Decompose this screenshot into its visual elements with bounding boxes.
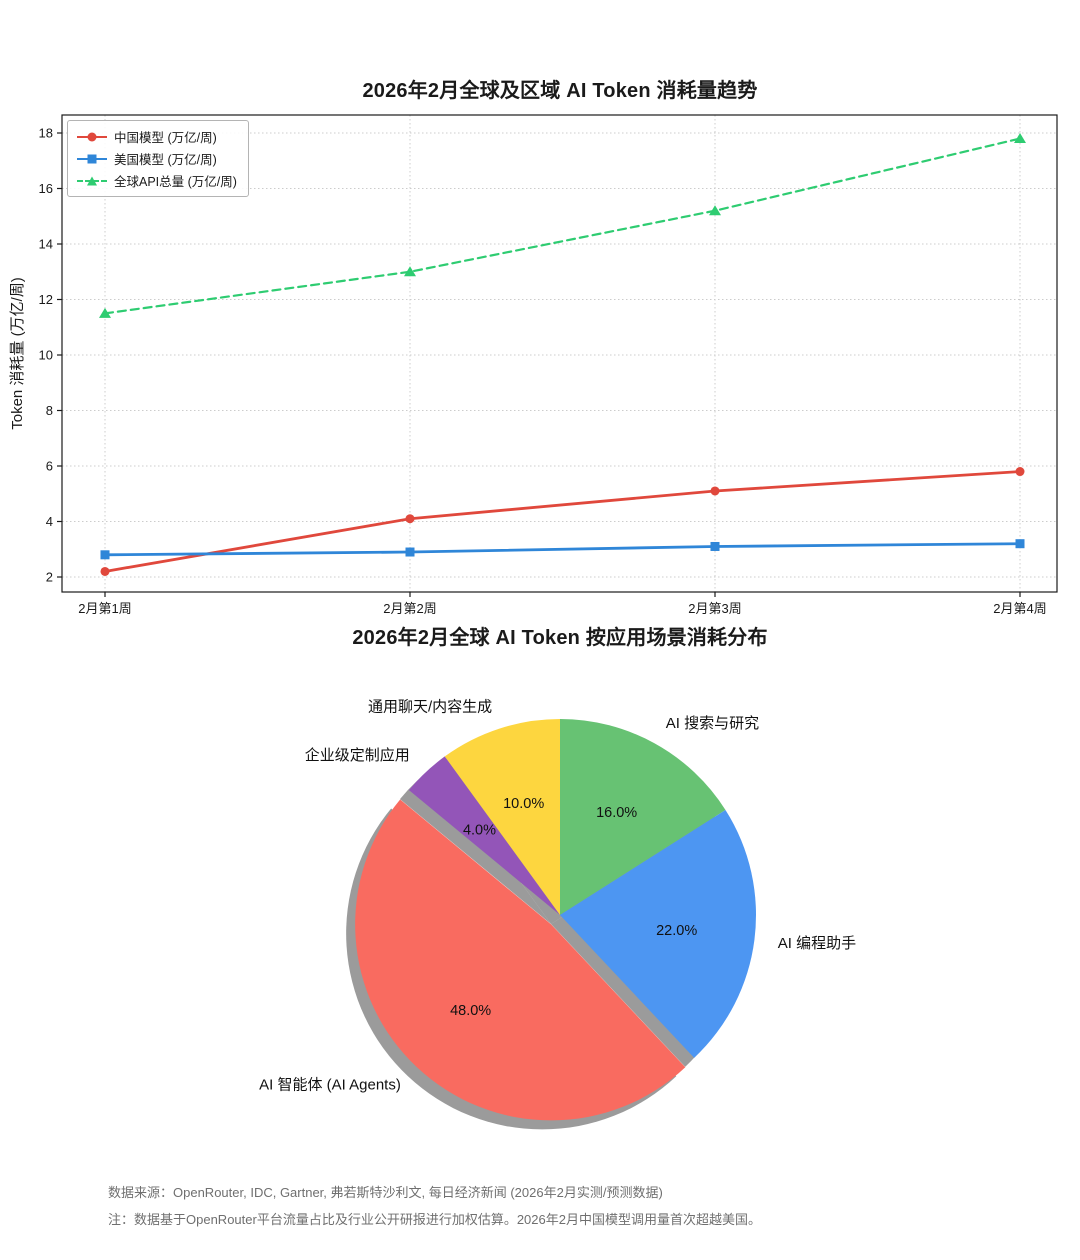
pie-label: 通用聊天/内容生成 [368, 698, 492, 715]
pie-slice-1 [560, 809, 756, 1058]
pie-pct-label: 16.0% [596, 805, 637, 821]
pie-label: AI 智能体 (AI Agents) [259, 1076, 401, 1094]
y-tick-label: 6 [46, 459, 53, 474]
x-tick-label: 2月第1周 [78, 601, 131, 616]
legend-item-global-api: 全球API总量 (万亿/周) [77, 172, 237, 189]
y-tick-label: 4 [46, 514, 53, 529]
x-tick-label: 2月第3周 [688, 601, 741, 616]
y-tick-label: 16 [39, 181, 53, 196]
y-tick-label: 10 [39, 348, 53, 363]
marker-square [1015, 539, 1025, 549]
remark-note: 注：数据基于OpenRouter平台流量占比及行业公开研报进行加权估算。2026… [108, 1212, 761, 1227]
legend-item-china-models: 中国模型 (万亿/周) [77, 128, 237, 145]
legend-swatch-line-square-icon [77, 153, 107, 165]
plot-border [61, 114, 1058, 593]
y-tick-label: 18 [39, 126, 53, 141]
pie-slice-0 [560, 719, 726, 915]
marker-circle [1015, 467, 1025, 477]
pie-label: AI 搜索与研究 [666, 715, 759, 732]
line-chart: 2 4 6 8 10 12 14 16 18 2月第1周 2月第2周 2月第3周 2月第4周 Token … [9, 114, 1058, 616]
pie-label: 企业级定制应用 [305, 746, 410, 764]
marker-triangle [404, 266, 416, 277]
y-tick-label: 2 [46, 570, 53, 585]
legend-swatch-line-circle-icon [77, 131, 107, 143]
line-chart-legend: 中国模型 (万亿/周) 美国模型 (万亿/周) 全球API总量 (万亿/周) [67, 120, 249, 197]
marker-circle [100, 566, 110, 576]
marker-triangle [709, 205, 721, 216]
y-tick-label: 8 [46, 403, 53, 418]
y-tick-label: 12 [39, 292, 53, 307]
marker-triangle [1014, 133, 1026, 144]
pie-slice-4 [444, 719, 560, 915]
series-line-1 [103, 542, 1022, 557]
legend-swatch-line-triangle-icon [77, 175, 107, 187]
marker-square [405, 547, 415, 557]
marker-circle [710, 486, 720, 496]
x-tick-label: 2月第2周 [383, 601, 436, 616]
data-source-note: 数据来源：OpenRouter, IDC, Gartner, 弗若斯特沙利文, … [108, 1185, 663, 1200]
series-line-0 [103, 470, 1022, 573]
pie-slice-3 [408, 756, 560, 915]
marker-triangle [99, 307, 111, 318]
line-chart-title: 2026年2月全球及区域 AI Token 消耗量趋势 [362, 80, 758, 102]
legend-item-us-models: 美国模型 (万亿/周) [77, 150, 237, 167]
pie-pct-label: 10.0% [503, 796, 544, 812]
x-tick-label: 2月第4周 [993, 601, 1046, 616]
pie-slice-2 [355, 799, 686, 1121]
series-line-2 [103, 137, 1022, 315]
pie-chart: 16.0% 22.0% 48.0% 4.0% 10.0% AI 搜索与研究 AI 编程助手 A… [259, 698, 856, 1130]
pie-label: AI 编程助手 [778, 935, 856, 952]
legend-label: 全球API总量 (万亿/周) [114, 175, 237, 189]
marker-square [710, 541, 720, 551]
pie-pct-label: 4.0% [463, 822, 496, 838]
y-tick-label: 14 [39, 237, 53, 252]
marker-circle [405, 514, 415, 524]
pie-pct-label: 22.0% [656, 923, 697, 939]
pie-pct-label: 48.0% [450, 1003, 491, 1019]
pie-chart-title: 2026年2月全球 AI Token 按应用场景消耗分布 [352, 627, 768, 649]
legend-label: 中国模型 (万亿/周) [114, 131, 217, 145]
marker-square [100, 550, 110, 560]
y-axis-label: Token 消耗量 (万亿/周) [9, 277, 26, 430]
legend-label: 美国模型 (万亿/周) [114, 153, 217, 167]
